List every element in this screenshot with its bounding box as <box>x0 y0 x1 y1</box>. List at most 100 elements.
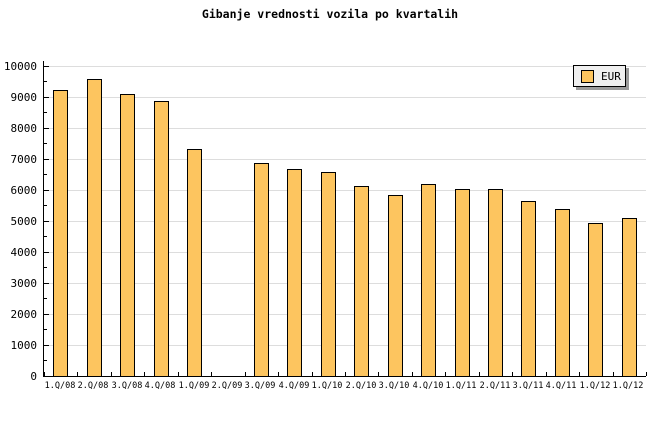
x-axis-tick-label: 1.Q/11 <box>445 381 477 391</box>
x-axis-tick <box>44 372 45 376</box>
x-axis-tick-label: 2.Q/11 <box>479 381 511 391</box>
x-axis-tick <box>579 372 580 376</box>
x-axis-tick-label: 4.Q/10 <box>412 381 444 391</box>
y-axis-tick-label: 2000 <box>10 308 38 321</box>
gridline <box>44 128 646 129</box>
x-axis-tick <box>613 372 614 376</box>
x-axis-tick <box>278 372 279 376</box>
y-axis-major-tick <box>44 345 49 346</box>
x-axis-tick <box>546 372 547 376</box>
bar-4-Q-08 <box>154 101 169 376</box>
x-axis-tick <box>77 372 78 376</box>
x-axis-tick <box>345 372 346 376</box>
bar-1-Q-09 <box>187 149 202 376</box>
x-axis-tick <box>178 372 179 376</box>
gridline <box>44 314 646 315</box>
y-axis-minor-tick <box>44 174 47 175</box>
bar-1-Q-12 <box>622 218 637 376</box>
x-axis-tick-label: 4.Q/09 <box>278 381 310 391</box>
bar-1-Q-11 <box>455 189 470 376</box>
bar-2-Q-10 <box>354 186 369 376</box>
x-axis-tick-label: 3.Q/09 <box>244 381 276 391</box>
y-axis-major-tick <box>44 97 49 98</box>
gridline <box>44 159 646 160</box>
bar-1-Q-12 <box>588 223 603 376</box>
y-axis-tick-label: 9000 <box>10 91 38 104</box>
chart-title: Gibanje vrednosti vozila po kvartalih <box>201 7 459 21</box>
gridline <box>44 283 646 284</box>
x-axis-tick-label: 2.Q/09 <box>211 381 243 391</box>
y-axis-major-tick <box>44 66 49 67</box>
y-axis-tick-label: 5000 <box>10 215 38 228</box>
y-axis-major-tick <box>44 252 49 253</box>
y-axis-tick-label: 8000 <box>10 122 38 135</box>
x-axis-tick <box>111 372 112 376</box>
x-axis-tick <box>144 372 145 376</box>
y-axis-minor-tick <box>44 112 47 113</box>
x-axis-tick-label: 1.Q/08 <box>44 381 76 391</box>
bar-3-Q-08 <box>120 94 135 376</box>
y-axis-tick-label: 6000 <box>10 184 38 197</box>
gridline <box>44 345 646 346</box>
x-axis-tick-label: 3.Q/10 <box>378 381 410 391</box>
y-axis-minor-tick <box>44 360 47 361</box>
x-axis-tick <box>412 372 413 376</box>
gridline <box>44 190 646 191</box>
x-axis-tick <box>378 372 379 376</box>
x-axis-tick-label: 2.Q/10 <box>345 381 377 391</box>
x-axis-tick-label: 1.Q/09 <box>178 381 210 391</box>
bar-3-Q-10 <box>388 195 403 376</box>
y-axis-minor-tick <box>44 81 47 82</box>
y-axis-tick-label: 0 <box>30 370 37 383</box>
y-axis-minor-tick <box>44 267 47 268</box>
bar-3-Q-11 <box>521 201 536 376</box>
gridline <box>44 252 646 253</box>
y-axis-tick-label: 7000 <box>10 153 38 166</box>
x-axis-tick <box>646 372 647 376</box>
legend: EUR <box>573 65 626 87</box>
y-axis-major-tick <box>44 283 49 284</box>
x-axis-tick <box>445 372 446 376</box>
bar-4-Q-11 <box>555 209 570 376</box>
y-axis-minor-tick <box>44 329 47 330</box>
bar-1-Q-08 <box>53 90 68 376</box>
x-axis-tick-label: 4.Q/11 <box>545 381 577 391</box>
y-axis-tick-label: 1000 <box>10 339 38 352</box>
x-axis-tick <box>479 372 480 376</box>
x-axis-tick-label: 1.Q/12 <box>579 381 611 391</box>
x-axis-tick-label: 4.Q/08 <box>144 381 176 391</box>
x-axis-tick-label: 1.Q/10 <box>311 381 343 391</box>
x-axis-tick <box>312 372 313 376</box>
y-axis-minor-tick <box>44 205 47 206</box>
x-axis-tick-label: 2.Q/08 <box>77 381 109 391</box>
legend-swatch-icon <box>581 69 594 83</box>
y-axis-tick-label: 4000 <box>10 246 38 259</box>
bar-2-Q-11 <box>488 189 503 376</box>
y-axis-minor-tick <box>44 236 47 237</box>
y-axis-tick-label: 10000 <box>3 60 37 73</box>
x-axis-tick <box>211 372 212 376</box>
plot-area <box>43 61 647 377</box>
x-axis-tick-label: 3.Q/08 <box>111 381 143 391</box>
gridline <box>44 221 646 222</box>
y-axis-major-tick <box>44 314 49 315</box>
y-axis-major-tick <box>44 128 49 129</box>
x-axis-tick <box>245 372 246 376</box>
bar-1-Q-10 <box>321 172 336 376</box>
gridline <box>44 66 646 67</box>
bar-3-Q-09 <box>254 163 269 376</box>
x-axis-tick-label: 1.Q/12 <box>612 381 644 391</box>
y-axis-minor-tick <box>44 298 47 299</box>
bar-4-Q-10 <box>421 184 436 376</box>
y-axis-major-tick <box>44 221 49 222</box>
bar-2-Q-08 <box>87 79 102 376</box>
bar-4-Q-09 <box>287 169 302 376</box>
y-axis-major-tick <box>44 190 49 191</box>
y-axis-tick-label: 3000 <box>10 277 38 290</box>
x-axis-tick-label: 3.Q/11 <box>512 381 544 391</box>
y-axis-major-tick <box>44 159 49 160</box>
legend-label: EUR <box>601 69 621 83</box>
gridline <box>44 97 646 98</box>
x-axis-tick <box>512 372 513 376</box>
